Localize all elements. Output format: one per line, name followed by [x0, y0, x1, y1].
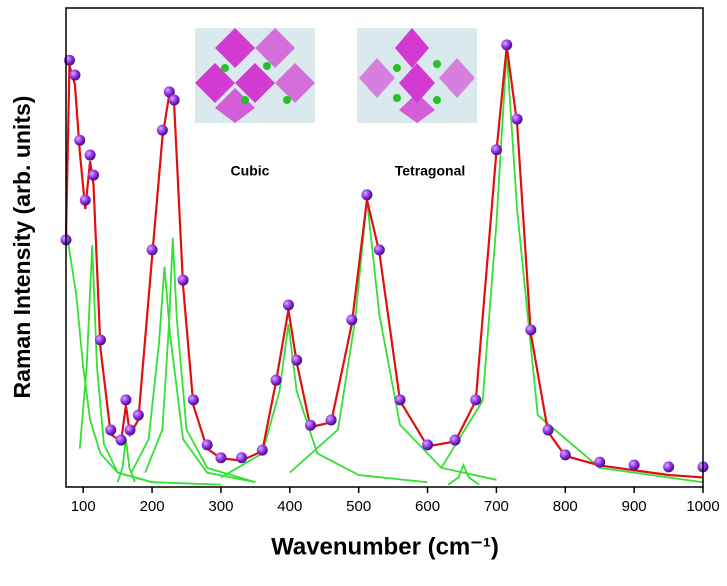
- x-tick-label: 400: [277, 498, 302, 515]
- fit-line: [145, 238, 255, 482]
- data-point: [80, 195, 91, 206]
- data-point: [394, 394, 405, 405]
- chart: Wavenumber (cm⁻¹) Raman Intensity (arb. …: [0, 0, 727, 581]
- data-point: [157, 125, 168, 136]
- data-point: [271, 375, 282, 386]
- x-tick-label: 900: [622, 498, 647, 515]
- data-point: [236, 452, 247, 463]
- data-point: [188, 394, 199, 405]
- data-point: [305, 420, 316, 431]
- fit-line: [441, 51, 703, 482]
- data-point: [147, 244, 158, 255]
- data-point: [125, 424, 136, 435]
- data-point: [326, 414, 337, 425]
- data-point: [543, 424, 554, 435]
- data-point: [215, 452, 226, 463]
- data-point: [105, 424, 116, 435]
- crystal-insets: Cubic Tetragonal: [195, 28, 477, 179]
- data-point: [470, 394, 481, 405]
- data-point: [291, 355, 302, 366]
- data-point: [69, 70, 80, 81]
- x-tick-label: 700: [484, 498, 509, 515]
- data-point: [74, 135, 85, 146]
- fit-line: [290, 200, 497, 480]
- data-point: [422, 439, 433, 450]
- data-point: [120, 394, 131, 405]
- annotation: Tetragonal: [395, 163, 466, 179]
- data-point: [116, 435, 127, 446]
- data-point: [257, 445, 268, 456]
- cubic-structure: [195, 28, 315, 123]
- data-point: [346, 314, 357, 325]
- data-point: [283, 299, 294, 310]
- data-point: [95, 334, 106, 345]
- data-point: [169, 94, 180, 105]
- fit-line: [80, 245, 152, 482]
- x-axis-label: Wavenumber (cm⁻¹): [271, 533, 499, 560]
- data-point: [629, 459, 640, 470]
- x-tick-label: 300: [208, 498, 233, 515]
- data-point: [594, 457, 605, 468]
- x-tick-label: 500: [346, 498, 371, 515]
- data-point: [525, 324, 536, 335]
- fit-line: [131, 267, 255, 483]
- data-point: [450, 435, 461, 446]
- x-tick-label: 100: [71, 498, 96, 515]
- data-point: [133, 410, 144, 421]
- data-point: [374, 244, 385, 255]
- data-point: [663, 461, 674, 472]
- data-point: [501, 39, 512, 50]
- y-axis-label: Raman Intensity (arb. units): [9, 96, 35, 399]
- data-point: [202, 439, 213, 450]
- annotation: Cubic: [231, 163, 270, 179]
- tetragonal-structure: [357, 28, 477, 123]
- x-tick-label: 1000: [686, 498, 719, 515]
- data-point: [85, 150, 96, 161]
- data-point: [560, 449, 571, 460]
- data-point: [512, 114, 523, 125]
- x-tick-label: 800: [553, 498, 578, 515]
- x-tick-label: 200: [140, 498, 165, 515]
- data-point: [178, 275, 189, 286]
- data-point: [88, 170, 99, 181]
- data-point: [491, 144, 502, 155]
- x-tick-label: 600: [415, 498, 440, 515]
- data-point: [361, 189, 372, 200]
